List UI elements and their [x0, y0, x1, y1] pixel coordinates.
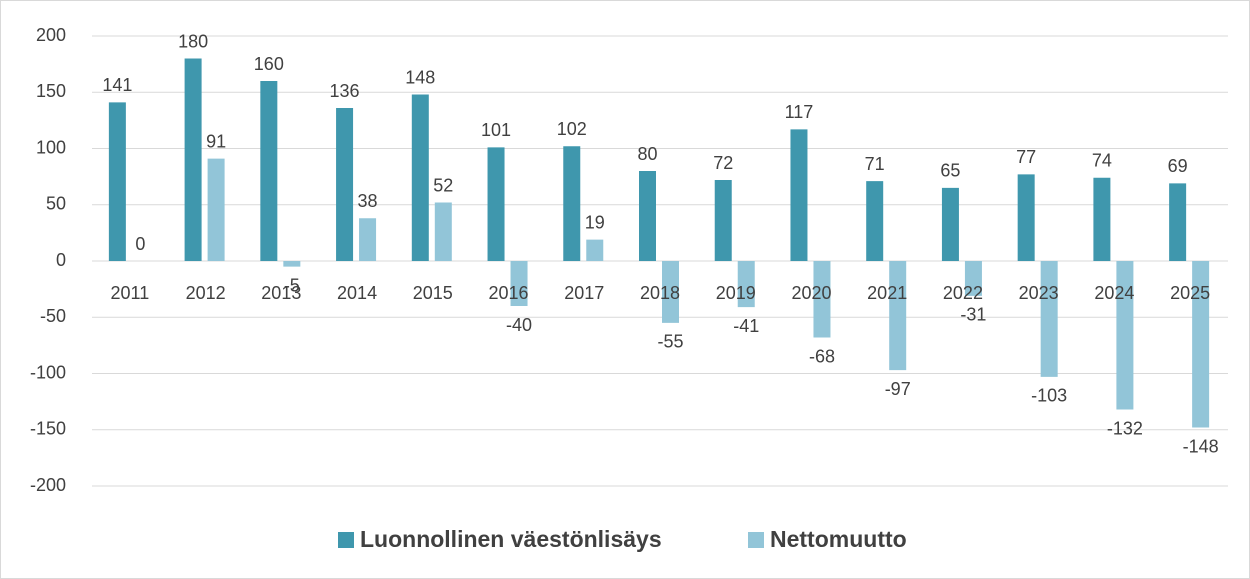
- data-label: 102: [557, 119, 587, 139]
- data-label: 180: [178, 31, 208, 51]
- bar: [941, 187, 959, 261]
- data-label: -31: [960, 305, 986, 325]
- x-tick-label: 2023: [1019, 283, 1059, 303]
- bar: [411, 94, 429, 261]
- bar: [336, 108, 354, 261]
- data-label: 101: [481, 120, 511, 140]
- bar: [586, 239, 604, 261]
- data-label: 74: [1092, 151, 1112, 171]
- bar: [1040, 261, 1058, 377]
- x-tick-label: 2012: [186, 283, 226, 303]
- data-label: 65: [940, 161, 960, 181]
- legend-label: Luonnollinen väestönlisäys: [360, 526, 662, 552]
- bar: [1017, 174, 1035, 261]
- bar: [1169, 183, 1187, 261]
- data-label: -40: [506, 315, 532, 335]
- y-tick-label: -50: [40, 306, 66, 326]
- x-tick-label: 2011: [111, 283, 150, 303]
- legend-label: Nettomuutto: [770, 526, 907, 552]
- data-label: 0: [135, 234, 145, 254]
- data-label: -148: [1183, 436, 1219, 456]
- bar: [108, 102, 126, 261]
- x-tick-label: 2022: [943, 283, 983, 303]
- bar: [359, 218, 377, 261]
- x-tick-label: 2018: [640, 283, 680, 303]
- bar: [639, 171, 656, 261]
- y-tick-label: 50: [46, 194, 66, 214]
- bar: [889, 261, 907, 371]
- bar: [1116, 261, 1134, 410]
- data-label: 77: [1016, 147, 1036, 167]
- bar: [184, 58, 202, 261]
- data-label: 136: [330, 81, 360, 101]
- y-tick-label: -150: [30, 419, 66, 439]
- y-tick-label: 0: [56, 250, 66, 270]
- data-label: 148: [405, 67, 435, 87]
- legend-swatch: [338, 532, 354, 548]
- x-tick-label: 2015: [413, 283, 453, 303]
- y-tick-label: -100: [30, 362, 66, 382]
- bar: [866, 181, 884, 261]
- bar: [1093, 177, 1111, 261]
- data-label: 141: [102, 75, 132, 95]
- bar: [662, 261, 679, 323]
- data-label: 80: [637, 144, 657, 164]
- bar: [714, 180, 732, 261]
- data-label: 38: [358, 191, 378, 211]
- x-tick-label: 2020: [791, 283, 831, 303]
- data-label: 19: [585, 212, 605, 232]
- data-label: 117: [785, 102, 814, 122]
- x-tick-label: 2025: [1170, 283, 1210, 303]
- bar: [207, 158, 225, 261]
- bar: [790, 129, 808, 261]
- x-tick-label: 2024: [1094, 283, 1134, 303]
- x-tick-label: 2021: [867, 283, 907, 303]
- x-tick-label: 2013: [261, 283, 301, 303]
- data-label: 52: [433, 175, 453, 195]
- legend-swatch: [748, 532, 764, 548]
- data-label: 160: [254, 54, 284, 74]
- data-label: -55: [657, 332, 683, 352]
- y-tick-label: 100: [36, 137, 66, 157]
- x-tick-label: 2014: [337, 283, 377, 303]
- data-label: 72: [713, 153, 733, 173]
- bar: [487, 147, 505, 261]
- bar: [510, 261, 528, 306]
- x-tick-label: 2017: [564, 283, 604, 303]
- bar: [434, 202, 452, 261]
- y-tick-label: 200: [36, 25, 66, 45]
- bar: [1192, 261, 1210, 428]
- data-label: 91: [206, 131, 226, 151]
- bar: [964, 261, 982, 296]
- data-label: 71: [865, 154, 885, 174]
- bar: [563, 146, 581, 261]
- data-label: 69: [1168, 156, 1188, 176]
- bar: [737, 261, 755, 308]
- y-tick-label: -200: [30, 475, 66, 495]
- x-tick-label: 2019: [716, 283, 756, 303]
- bar: [813, 261, 831, 338]
- x-tick-label: 2016: [489, 283, 529, 303]
- y-tick-label: 150: [36, 81, 66, 101]
- data-label: -68: [809, 346, 835, 366]
- data-label: -5: [284, 275, 300, 295]
- bar: [283, 261, 301, 267]
- data-label: -103: [1031, 386, 1067, 406]
- data-label: -97: [885, 379, 911, 399]
- data-label: -132: [1107, 418, 1143, 438]
- bar: [260, 81, 278, 261]
- data-label: -41: [733, 316, 759, 336]
